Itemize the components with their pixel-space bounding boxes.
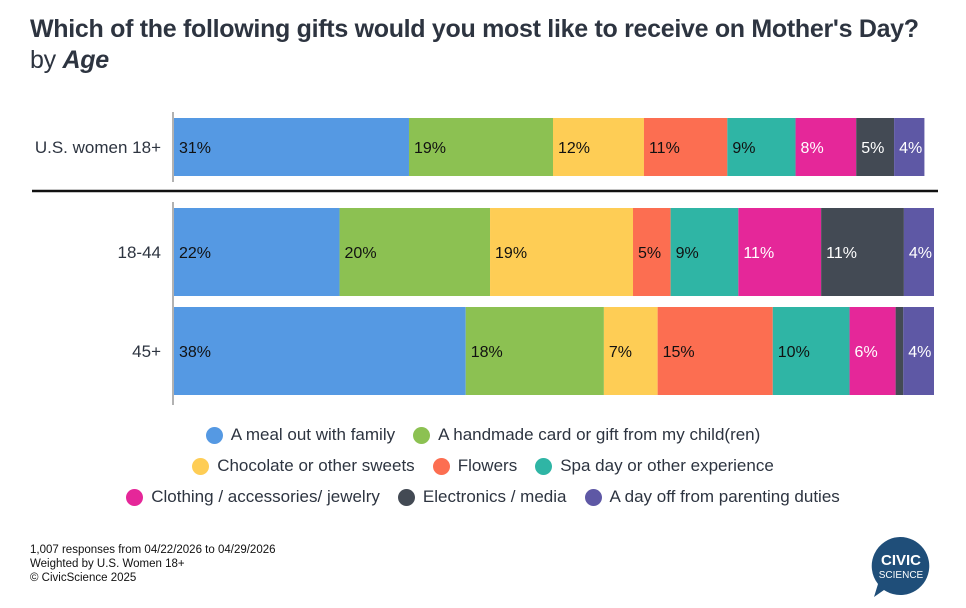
logo-text-civic: CIVIC [881, 552, 921, 569]
legend-row-1: A meal out with family A handmade card or… [0, 425, 966, 445]
bar-segment [821, 208, 904, 296]
bar-segment [772, 307, 850, 395]
legend-label: A meal out with family [230, 425, 396, 444]
bar-segment [670, 208, 739, 296]
category-label: U.S. women 18+ [35, 138, 161, 157]
bar-segment [903, 208, 934, 296]
legend-item: A handmade card or gift from my child(re… [413, 425, 760, 445]
data-label: 8% [801, 140, 824, 157]
legend-label: Flowers [457, 456, 518, 475]
data-label: 19% [495, 245, 527, 262]
bar-segment [643, 118, 728, 176]
title-by: by [30, 46, 56, 74]
chart-title: Which of the following gifts would you m… [30, 14, 950, 76]
bar-segment [633, 208, 671, 296]
data-label: 11% [743, 245, 774, 262]
bar-segment [657, 307, 773, 395]
legend-row-3: Clothing / accessories/ jewelry Electroni… [0, 487, 966, 507]
data-label: 31% [179, 140, 211, 157]
logo-speech-bubble [871, 536, 930, 597]
legend-swatch-icon [397, 488, 415, 506]
bar-segment [856, 118, 895, 176]
legend-label: Electronics / media [422, 487, 567, 506]
legend-swatch-icon [584, 488, 602, 506]
bar-segment [849, 307, 896, 395]
data-label: 5% [861, 140, 884, 157]
data-label: 5% [638, 245, 661, 262]
legend-item: Flowers [432, 456, 518, 476]
bar-segment [174, 118, 409, 176]
bar-segment [738, 208, 822, 296]
bar-segment [894, 118, 925, 176]
data-label: 4% [899, 140, 922, 157]
data-label: 9% [732, 140, 755, 157]
data-label: 4% [909, 245, 932, 262]
data-label: 12% [558, 140, 590, 157]
data-label: 4% [908, 344, 931, 361]
logo-text-science: SCIENCE [879, 570, 924, 581]
legend-swatch-icon [205, 426, 223, 444]
legend-row-2: Chocolate or other sweets Flowers Spa day … [0, 456, 966, 476]
title-dimension: Age [62, 46, 109, 74]
data-label: 15% [663, 344, 695, 361]
legend-swatch-icon [126, 488, 144, 506]
data-label: 20% [345, 245, 377, 262]
bar-segment [339, 208, 491, 296]
bar-segment [795, 118, 857, 176]
data-label: 11% [826, 245, 857, 262]
legend-swatch-icon [192, 457, 210, 475]
bar-segment [553, 118, 644, 176]
bar-segment [903, 307, 934, 395]
data-label: 11% [649, 140, 680, 157]
category-label: 18-44 [118, 243, 161, 262]
data-label: 9% [676, 245, 699, 262]
legend-swatch-icon [432, 457, 450, 475]
title-question: Which of the following gifts would you m… [30, 15, 919, 43]
bar-segment [408, 118, 553, 176]
legend-item: Electronics / media [397, 487, 567, 507]
legend-label: Spa day or other experience [560, 456, 774, 475]
bar-segment [465, 307, 604, 395]
bar-segment [490, 208, 634, 296]
footer-copyright: © CivicScience 2025 [30, 572, 137, 584]
footer-notes: 1,007 responses from 04/22/2026 to 04/29… [30, 543, 276, 585]
legend-label: A handmade card or gift from my child(re… [438, 425, 761, 444]
legend-label: Chocolate or other sweets [217, 456, 415, 475]
footer-responses: 1,007 responses from 04/22/2026 to 04/29… [30, 544, 276, 556]
bar-segment [174, 208, 340, 296]
legend-item: A meal out with family [205, 425, 396, 445]
footer-weighting: Weighted by U.S. Women 18+ [30, 558, 185, 570]
stacked-bar-chart: U.S. women 18+ 31% 19% 12% 11% 9% 8% 5% 4% 18-44 2… [32, 112, 938, 405]
legend-item: Spa day or other experience [535, 456, 774, 476]
data-label: 19% [414, 140, 446, 157]
legend-item: Clothing / accessories/ jewelry [126, 487, 380, 507]
bar-segment [895, 307, 904, 395]
data-label: 6% [855, 344, 878, 361]
legend-label: Clothing / accessories/ jewelry [151, 487, 380, 506]
civicscience-logo: CIVIC SCIENCE [871, 536, 930, 597]
bar-segment [174, 307, 466, 395]
data-label: 38% [179, 344, 211, 361]
data-label: 22% [179, 245, 211, 262]
legend-label: A day off from parenting duties [609, 487, 840, 506]
bar-segment [603, 307, 658, 395]
data-label: 10% [778, 344, 810, 361]
bar-segment [727, 118, 796, 176]
data-label: 7% [609, 344, 632, 361]
data-label: 18% [471, 344, 503, 361]
legend-swatch-icon [413, 426, 431, 444]
category-label: 45+ [132, 342, 161, 361]
legend-item: A day off from parenting duties [584, 487, 840, 507]
legend-swatch-icon [535, 457, 553, 475]
legend-item: Chocolate or other sweets [192, 456, 415, 476]
